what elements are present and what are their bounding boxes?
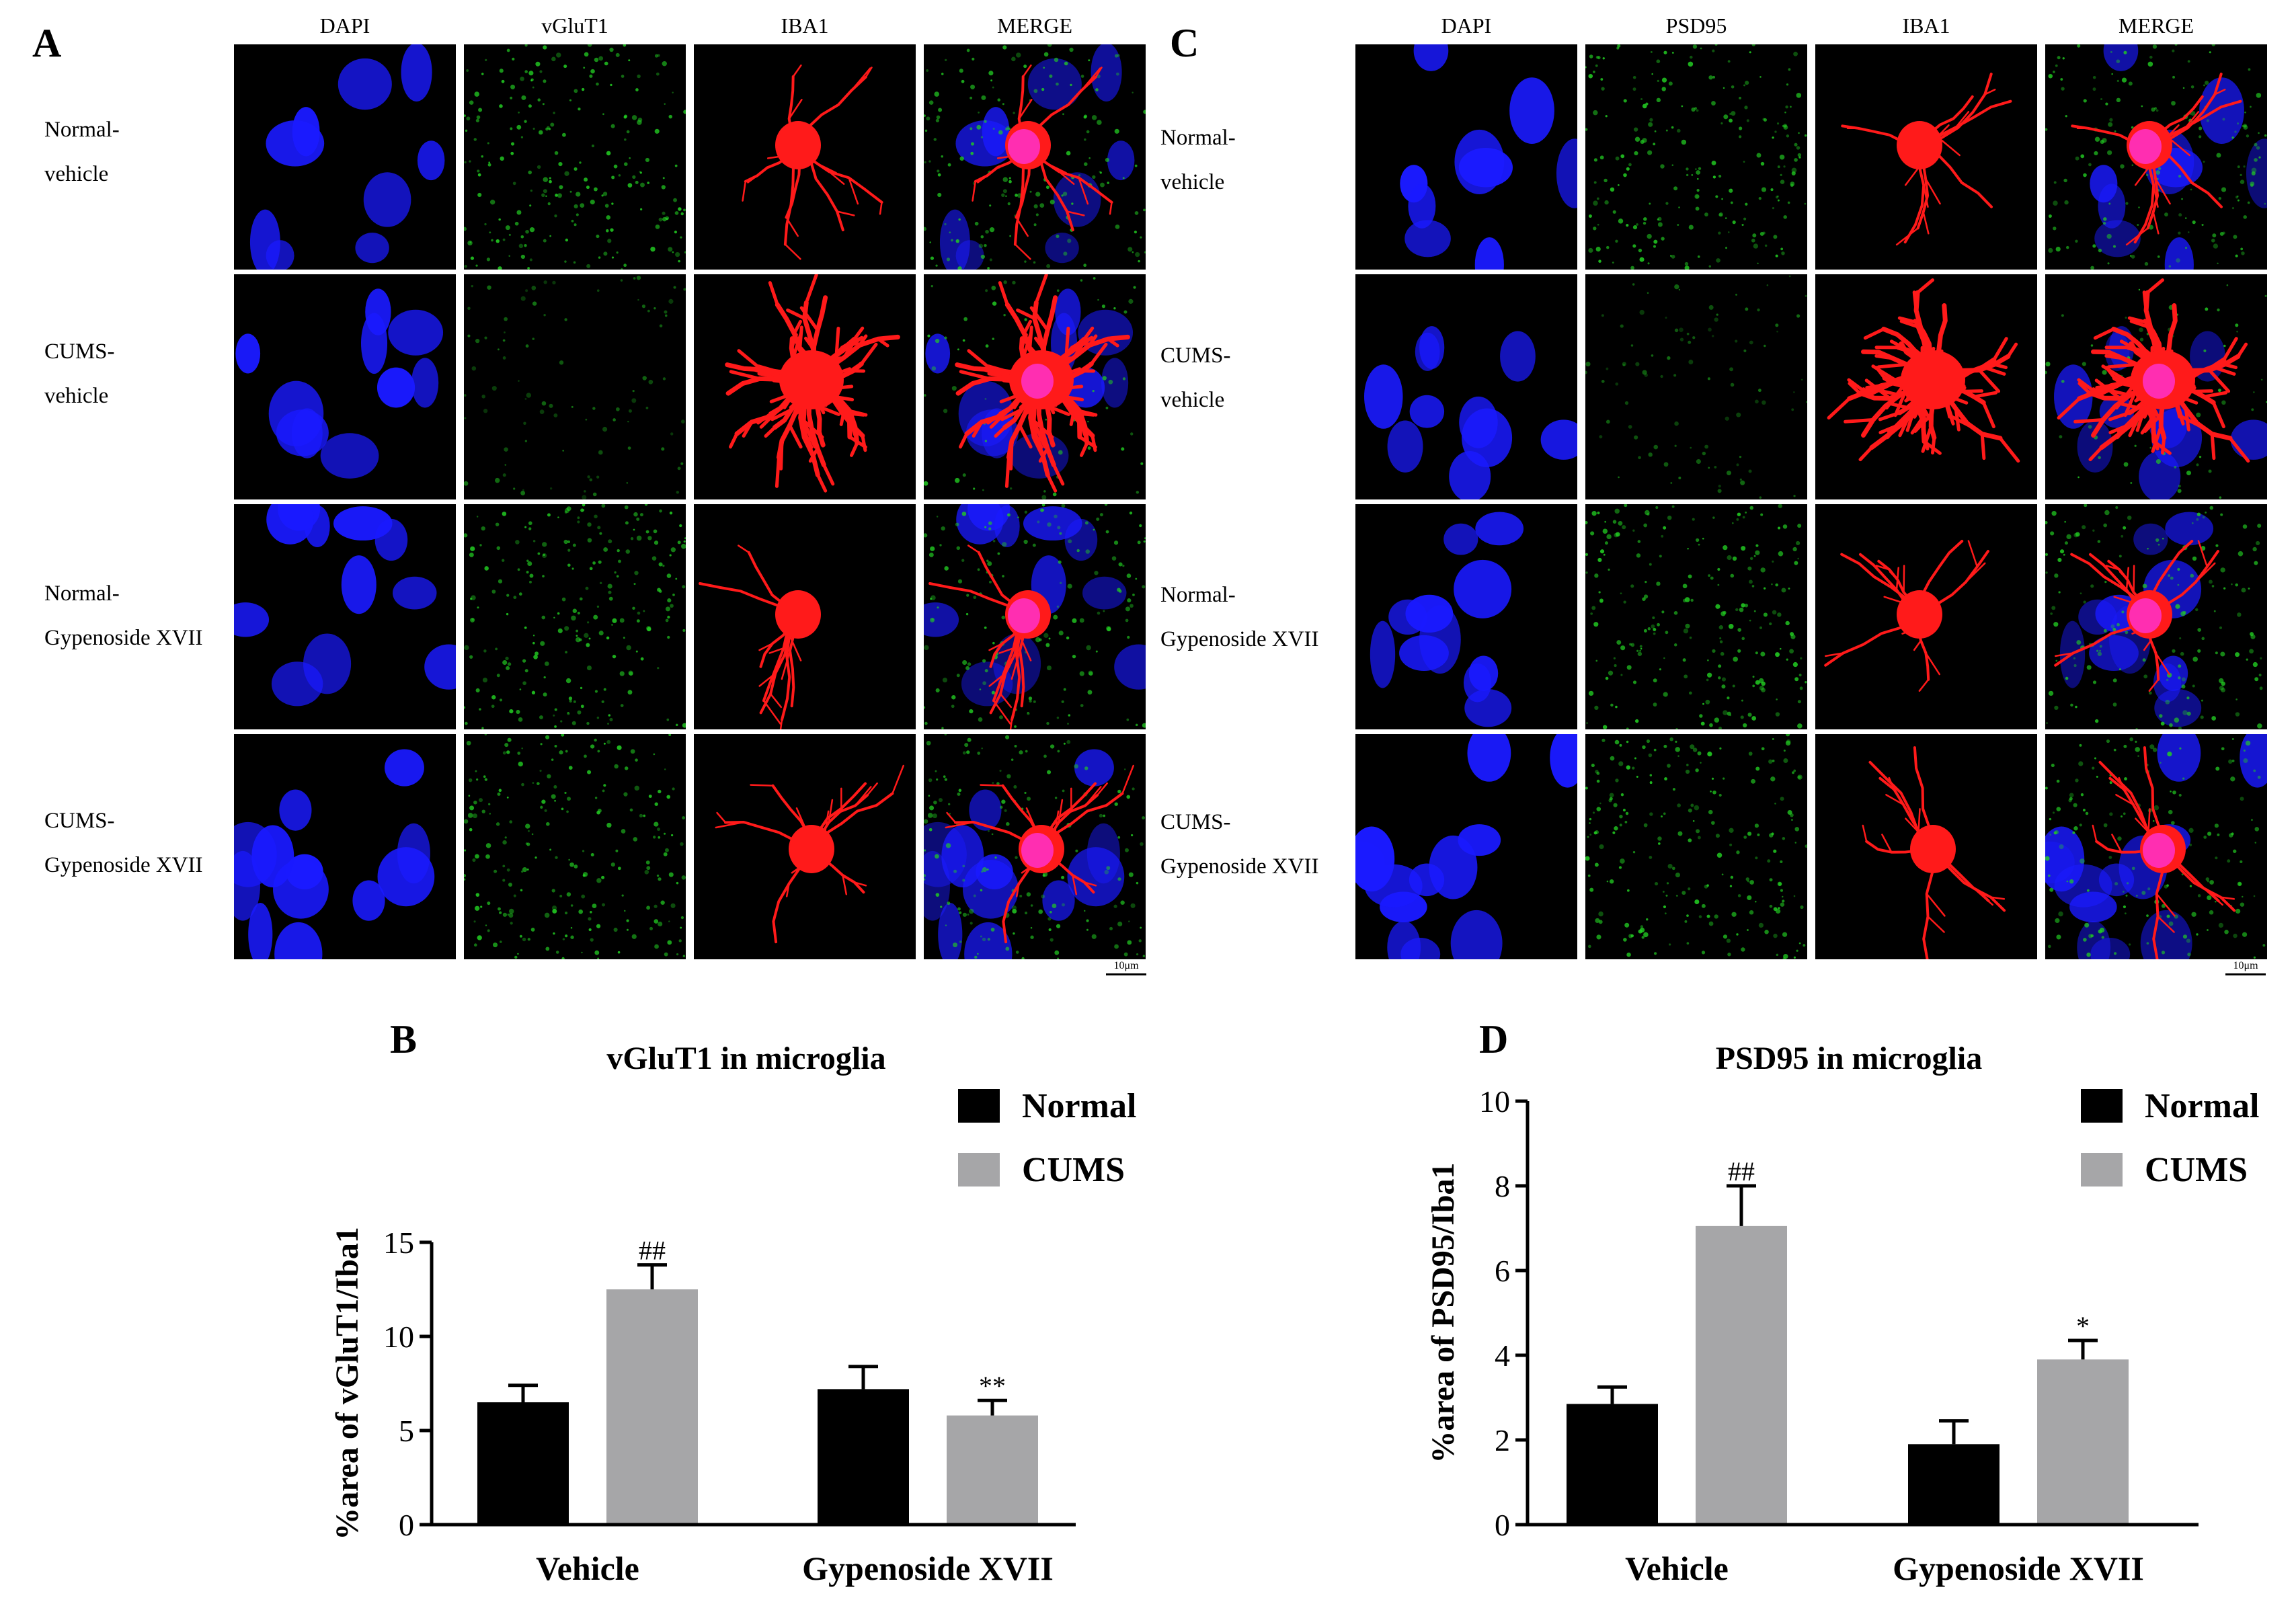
panel-a-scale-bar: 10μm (1106, 960, 1146, 975)
bar-cums-gypenoside-xvii (947, 1415, 1038, 1525)
iba1-tile (1815, 274, 2037, 499)
dapi-tile (234, 274, 456, 499)
bar-normal-vehicle (1567, 1404, 1658, 1525)
marker-tile (1585, 274, 1807, 499)
y-tick-label: 5 (399, 1414, 414, 1448)
marker-tile (464, 734, 686, 959)
y-tick-label: 6 (1495, 1254, 1510, 1288)
panel-c-col-dapi: DAPI (1441, 13, 1492, 38)
marker-tile (1585, 734, 1807, 959)
merge-tile (2045, 734, 2267, 959)
legend-label: Normal (1022, 1087, 1136, 1125)
bar-normal-vehicle (477, 1402, 569, 1525)
merge-tile (2045, 274, 2267, 499)
legend-label: CUMS (1022, 1151, 1125, 1189)
significance-mark: ** (979, 1371, 1006, 1401)
panel-a-row-label: Normal-vehicle (44, 118, 120, 186)
panel-d-letter: D (1479, 1017, 1509, 1061)
bar-cums-gypenoside-xvii (2037, 1359, 2129, 1525)
panel-a-row-label: Normal- Gypenoside XVII (44, 581, 203, 650)
panel-a-col-dapi: DAPI (319, 13, 370, 38)
legend-swatch (2081, 1089, 2123, 1123)
dapi-tile (1355, 274, 1577, 499)
panel-a-col-vglut1: vGluT1 (541, 13, 608, 38)
marker-tile (464, 44, 686, 270)
merge-tile (2045, 504, 2267, 729)
merge-tile (2045, 44, 2267, 270)
legend-swatch (2081, 1153, 2123, 1187)
chart-title: vGluT1 in microglia (606, 1041, 885, 1076)
y-axis-label: %area of vGluT1/Iba1 (329, 1227, 365, 1540)
marker-tile (1585, 504, 1807, 729)
marker-tile (464, 504, 686, 729)
merge-tile (924, 44, 1146, 270)
chart-title: PSD95 in microglia (1716, 1041, 1982, 1076)
x-tick-label: Vehicle (536, 1550, 639, 1587)
panel-c-scale-bar: 10μm (2225, 960, 2266, 975)
y-tick-label: 10 (383, 1320, 414, 1354)
panel-a-col-iba1: IBA1 (781, 13, 829, 38)
y-tick-label: 2 (1495, 1423, 1510, 1457)
iba1-tile (694, 504, 916, 729)
x-tick-label: Gypenoside XVII (1893, 1550, 2144, 1587)
dapi-tile (1355, 44, 1577, 270)
merge-tile (924, 274, 1146, 499)
x-tick-label: Gypenoside XVII (802, 1550, 1054, 1587)
chart-d: PSD95 in microglia 0 2 4 6 8 10 %area of PSD95/… (1425, 1041, 2259, 1587)
bar-cums-vehicle (1696, 1225, 1787, 1525)
panel-a-col-merge: MERGE (997, 13, 1072, 38)
marker-tile (464, 274, 686, 499)
iba1-tile (694, 274, 916, 499)
panel-c-col-iba1: IBA1 (1902, 13, 1950, 38)
y-tick-label: 8 (1495, 1169, 1510, 1203)
x-tick-label: Vehicle (1625, 1550, 1729, 1587)
panel-b-letter: B (390, 1017, 418, 1061)
y-axis-label: %area of PSD95/Iba1 (1425, 1162, 1461, 1463)
panel-c-row-label: CUMS-vehicle (1160, 344, 1231, 412)
legend-swatch (958, 1089, 1000, 1123)
y-tick-label: 0 (1495, 1508, 1510, 1542)
panel-c-row-label: CUMS- Gypenoside XVII (1160, 810, 1319, 879)
significance-mark: * (2076, 1311, 2090, 1341)
y-tick-label: 4 (1495, 1338, 1510, 1373)
legend-label: Normal (2145, 1087, 2259, 1125)
dapi-tile (1355, 504, 1577, 729)
legend-label: CUMS (2145, 1151, 2248, 1189)
iba1-tile (1815, 734, 2037, 959)
iba1-tile (1815, 504, 2037, 729)
panel-c-row-label: Normal- Gypenoside XVII (1160, 583, 1319, 651)
panel-c-letter: C (1170, 21, 1199, 65)
iba1-tile (694, 44, 916, 270)
significance-mark: ## (1728, 1156, 1755, 1187)
dapi-tile (234, 734, 456, 959)
y-tick-label: 10 (1479, 1084, 1510, 1119)
legend-swatch (958, 1153, 1000, 1187)
panel-a-row-label: CUMS-vehicle (44, 339, 115, 408)
merge-tile (924, 504, 1146, 729)
panel-c-row-label: Normal-vehicle (1160, 126, 1236, 194)
panel-c-col-psd95: PSD95 (1665, 13, 1727, 38)
bar-cums-vehicle (606, 1289, 698, 1525)
y-tick-label: 15 (383, 1225, 414, 1260)
y-tick-label: 0 (399, 1508, 414, 1542)
dapi-tile (234, 504, 456, 729)
chart-b: vGluT1 in microglia 0 5 10 15 %area of vGluT1… (329, 1041, 1136, 1587)
merge-tile (924, 734, 1146, 959)
significance-mark: ## (639, 1236, 666, 1266)
bar-normal-gypenoside-xvii (818, 1389, 909, 1525)
panel-a-letter: A (32, 21, 62, 65)
iba1-tile (1815, 44, 2037, 270)
iba1-tile (694, 734, 916, 959)
dapi-tile (1355, 734, 1577, 959)
marker-tile (1585, 44, 1807, 270)
dapi-tile (234, 44, 456, 270)
bar-normal-gypenoside-xvii (1908, 1444, 2000, 1525)
panel-c-col-merge: MERGE (2119, 13, 2194, 38)
panel-a-row-label: CUMS- Gypenoside XVII (44, 809, 203, 877)
